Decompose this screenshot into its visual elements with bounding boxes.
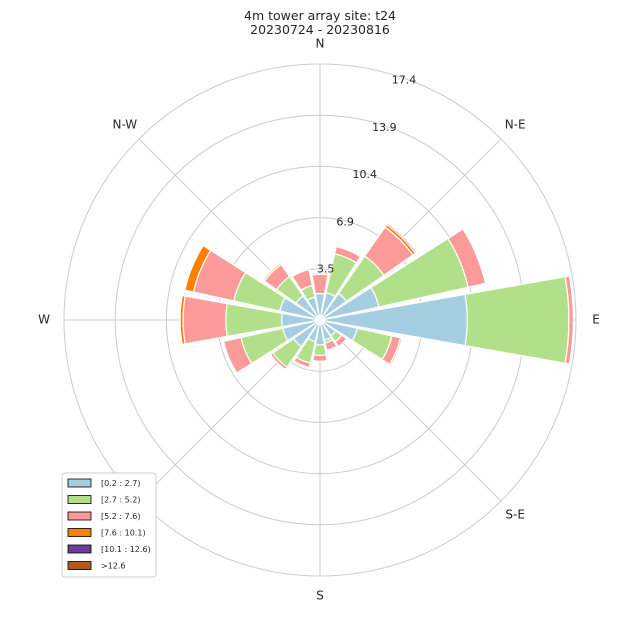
- wind-bar-segment: [447, 228, 487, 288]
- grid-spoke: [319, 319, 502, 502]
- legend: [0.2 : 2.7) [2.7 : 5.2) [5.2 : 7.6) [7.6 : …: [61, 472, 157, 578]
- wind-bar-segment: [334, 334, 348, 348]
- legend-label: [0.2 : 2.7): [101, 479, 140, 488]
- wind-bar-segment: [262, 262, 282, 282]
- wind-bar-segment: [385, 222, 418, 255]
- legend-swatch: [67, 544, 92, 554]
- chart-title-line1: 4m tower array site: t24: [244, 8, 396, 23]
- direction-label: N: [316, 37, 325, 51]
- wind-bar-segment: [388, 337, 403, 366]
- wind-bar-segment: [269, 352, 288, 371]
- wind-bar-segment: [182, 295, 228, 345]
- legend-label: [2.7 : 5.2): [101, 496, 140, 505]
- legend-swatch: [67, 561, 92, 570]
- wind-bar-segment: [311, 272, 329, 276]
- wind-bar-segment: [312, 354, 328, 362]
- legend-swatch: [67, 478, 92, 488]
- direction-label: N-W: [112, 117, 137, 131]
- wind-bar-segment: [291, 268, 314, 292]
- wind-bar-segment: [184, 244, 212, 293]
- legend-label: [5.2 : 7.6): [101, 512, 140, 521]
- wind-bar-segment: [222, 336, 253, 374]
- direction-label: S-E: [505, 508, 525, 522]
- wind-rose-bars: [179, 222, 574, 374]
- legend-swatch: [67, 528, 92, 537]
- wind-bar-segment: [464, 276, 570, 364]
- legend-label: [7.6 : 10.1): [101, 529, 146, 538]
- chart-title-line2: 20230724 - 20230816: [250, 22, 390, 37]
- radial-tick-label: 13.9: [372, 121, 397, 134]
- wind-bar-segment: [324, 339, 338, 351]
- wind-bar-segment: [179, 295, 186, 345]
- wind-bar-segment: [313, 343, 327, 356]
- radial-tick-label: 6.9: [336, 215, 354, 228]
- direction-label: S: [316, 589, 324, 603]
- wind-bar-segment: [311, 273, 329, 295]
- wind-bar-segment: [564, 275, 574, 365]
- direction-label: W: [38, 313, 50, 327]
- wind-bar-segment: [293, 356, 312, 369]
- radial-tick-labels: 3.5 6.9 10.4 13.9 17.4: [317, 73, 416, 275]
- legend-swatch: [67, 511, 92, 521]
- radial-tick-label: 17.4: [392, 73, 417, 86]
- wind-bar-segment: [333, 245, 362, 264]
- radial-tick-label: 3.5: [317, 263, 335, 276]
- direction-label: E: [592, 313, 600, 327]
- direction-label: N-E: [505, 117, 526, 131]
- legend-label: [10.1 : 12.6): [101, 545, 151, 554]
- legend-swatch: [67, 495, 92, 504]
- radial-tick-label: 10.4: [353, 168, 378, 181]
- legend-label: >12.6: [101, 562, 126, 571]
